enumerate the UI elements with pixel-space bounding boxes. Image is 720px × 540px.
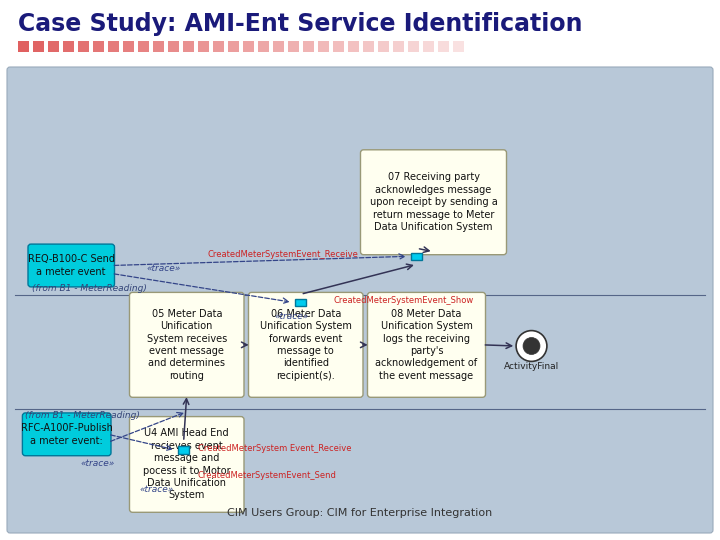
Bar: [168, 41, 179, 52]
Bar: [213, 41, 224, 52]
FancyBboxPatch shape: [361, 150, 506, 255]
Bar: [288, 41, 299, 52]
Text: «trace»: «trace»: [80, 459, 114, 468]
Bar: [411, 253, 423, 260]
Text: 06 Meter Data
Unification System
forwards event
message to
identified
recipient(: 06 Meter Data Unification System forward…: [260, 309, 351, 381]
Bar: [153, 41, 164, 52]
Bar: [108, 41, 119, 52]
FancyBboxPatch shape: [22, 413, 111, 456]
FancyBboxPatch shape: [130, 416, 244, 512]
Bar: [78, 41, 89, 52]
Text: Case Study: AMI-Ent Service Identification: Case Study: AMI-Ent Service Identificati…: [18, 12, 582, 36]
Text: 08 Meter Data
Unification System
logs the receiving
party's
acknowledgement of
t: 08 Meter Data Unification System logs th…: [375, 309, 477, 381]
Bar: [198, 41, 209, 52]
Bar: [33, 41, 44, 52]
Bar: [318, 41, 329, 52]
Bar: [333, 41, 344, 52]
Text: ActivityFinal: ActivityFinal: [504, 362, 559, 371]
Text: RFC-A100F-Publish
a meter event:: RFC-A100F-Publish a meter event:: [21, 423, 112, 446]
FancyBboxPatch shape: [130, 292, 244, 397]
Bar: [438, 41, 449, 52]
Bar: [63, 41, 74, 52]
Bar: [378, 41, 389, 52]
Bar: [423, 41, 434, 52]
Bar: [123, 41, 134, 52]
Text: 05 Meter Data
Unification
System receives
event message
and determines
routing: 05 Meter Data Unification System receive…: [147, 309, 227, 381]
Bar: [295, 299, 306, 306]
Bar: [243, 41, 254, 52]
Circle shape: [516, 330, 547, 361]
Text: (from B1 - MeterReading): (from B1 - MeterReading): [25, 411, 140, 421]
Bar: [18, 41, 29, 52]
Bar: [393, 41, 404, 52]
Text: (from B1 - MeterReading): (from B1 - MeterReading): [32, 285, 148, 293]
Bar: [138, 41, 149, 52]
Circle shape: [523, 338, 540, 354]
FancyBboxPatch shape: [367, 292, 485, 397]
Bar: [228, 41, 239, 52]
Bar: [348, 41, 359, 52]
Text: U4 AMI Head End
recieves event
message and
pocess it to Motor
Data Unification
S: U4 AMI Head End recieves event message a…: [143, 428, 230, 501]
Bar: [258, 41, 269, 52]
Bar: [408, 41, 419, 52]
Text: 07 Receiving party
acknowledges message
upon receipt by sending a
return message: 07 Receiving party acknowledges message …: [369, 172, 498, 232]
Bar: [303, 41, 314, 52]
Bar: [48, 41, 59, 52]
Text: CreatedMeterSystemEvent_Send: CreatedMeterSystemEvent_Send: [197, 471, 336, 480]
Text: CreatedMeterSystemEvent_Show: CreatedMeterSystemEvent_Show: [333, 296, 474, 306]
Bar: [363, 41, 374, 52]
Text: CreatedMeterSystemEvent_Receive: CreatedMeterSystemEvent_Receive: [207, 251, 359, 259]
FancyBboxPatch shape: [248, 292, 363, 397]
Bar: [178, 446, 189, 454]
Text: CIM Users Group: CIM for Enterprise Integration: CIM Users Group: CIM for Enterprise Inte…: [228, 508, 492, 518]
Text: CreatedMeterSystem Event_Receive: CreatedMeterSystem Event_Receive: [197, 444, 351, 453]
Bar: [453, 41, 464, 52]
Bar: [273, 41, 284, 52]
Text: «trace»: «trace»: [140, 485, 174, 494]
Text: REQ-B100-C Send
a meter event: REQ-B100-C Send a meter event: [28, 254, 114, 276]
Bar: [183, 41, 194, 52]
FancyBboxPatch shape: [28, 244, 114, 287]
Bar: [93, 41, 104, 52]
FancyBboxPatch shape: [7, 67, 713, 533]
Text: «trace»: «trace»: [146, 264, 181, 273]
Text: «trace»: «trace»: [274, 312, 309, 321]
